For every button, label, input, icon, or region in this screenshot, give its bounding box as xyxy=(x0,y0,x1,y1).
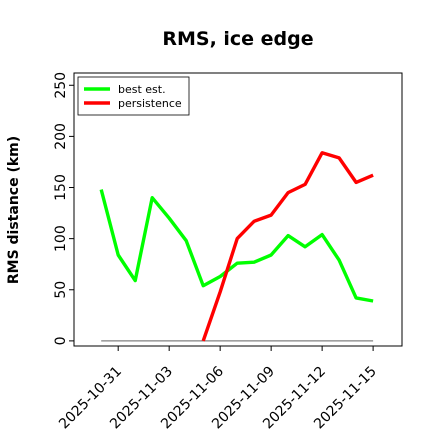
y-axis-label: RMS distance (km) xyxy=(6,136,22,284)
axes: 0501001502002502025-10-312025-11-032025-… xyxy=(53,72,380,432)
y-tick-label: 150 xyxy=(53,174,69,201)
plot-frame xyxy=(73,72,403,347)
legend-label: persistence xyxy=(118,97,182,110)
series-line-best-est xyxy=(99,189,374,303)
chart-title: RMS, ice edge xyxy=(162,28,313,50)
plot-area xyxy=(99,151,374,342)
y-tick-label: 250 xyxy=(53,72,69,99)
series-line-persistence xyxy=(201,151,374,342)
y-tick-label: 0 xyxy=(53,336,69,345)
legend-box xyxy=(77,76,190,116)
y-tick-label: 200 xyxy=(53,123,69,150)
legend-label: best est. xyxy=(118,83,166,96)
y-tick-label: 100 xyxy=(53,225,69,252)
legend: best est.persistence xyxy=(77,76,190,116)
y-tick-label: 50 xyxy=(53,281,69,299)
